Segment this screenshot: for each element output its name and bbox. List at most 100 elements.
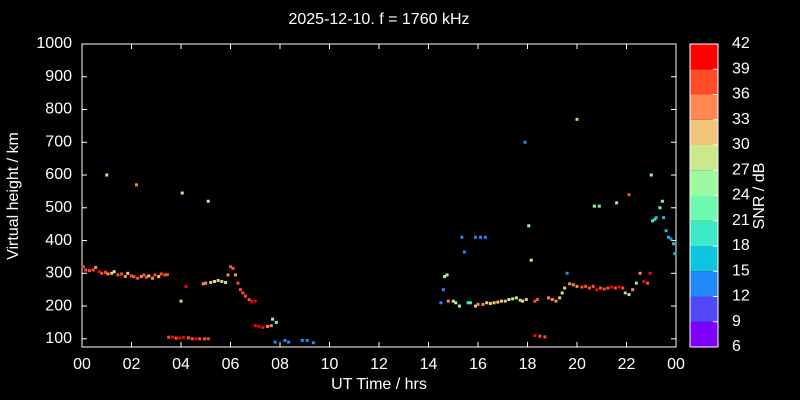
data-point bbox=[558, 296, 562, 300]
data-point bbox=[134, 183, 138, 187]
data-point bbox=[621, 286, 625, 290]
colorbar-band bbox=[690, 170, 718, 196]
data-point bbox=[654, 216, 658, 220]
x-tick-label: 12 bbox=[370, 356, 388, 373]
data-point bbox=[266, 324, 270, 328]
data-point bbox=[130, 274, 133, 278]
x-tick-label: 10 bbox=[321, 356, 339, 373]
data-point bbox=[243, 294, 247, 298]
data-point bbox=[198, 337, 202, 341]
data-point bbox=[220, 279, 224, 283]
x-tick-label: 22 bbox=[618, 356, 636, 373]
data-point bbox=[568, 282, 572, 286]
data-point bbox=[105, 173, 109, 177]
data-point bbox=[203, 337, 207, 341]
x-tick-label: 06 bbox=[222, 356, 240, 373]
data-point bbox=[167, 335, 171, 339]
x-tick-label: 14 bbox=[420, 356, 438, 373]
data-point bbox=[120, 272, 124, 276]
data-point bbox=[664, 229, 668, 233]
data-point bbox=[163, 273, 167, 277]
data-point bbox=[238, 288, 242, 292]
data-point bbox=[563, 286, 567, 290]
data-point bbox=[229, 265, 232, 269]
data-point bbox=[257, 324, 261, 328]
y-tick-label: 900 bbox=[45, 68, 72, 85]
data-point bbox=[599, 286, 603, 290]
y-tick-label: 500 bbox=[45, 199, 72, 216]
data-point bbox=[142, 273, 146, 277]
data-point bbox=[300, 338, 304, 342]
data-point bbox=[274, 320, 278, 324]
data-point bbox=[209, 280, 213, 284]
data-point bbox=[667, 235, 671, 239]
data-point bbox=[533, 334, 537, 338]
data-point bbox=[147, 274, 151, 278]
data-point bbox=[650, 219, 654, 223]
data-point bbox=[649, 173, 653, 177]
data-point bbox=[627, 293, 631, 297]
data-point bbox=[179, 299, 183, 303]
y-tick-label: 700 bbox=[45, 133, 72, 150]
colorbar-tick-label: 42 bbox=[732, 35, 750, 52]
data-point bbox=[653, 217, 657, 221]
data-point bbox=[100, 271, 104, 275]
data-point bbox=[602, 287, 606, 291]
data-point bbox=[139, 275, 143, 279]
colorbar-tick-label: 12 bbox=[732, 288, 750, 305]
data-point bbox=[305, 338, 309, 342]
data-point bbox=[157, 275, 161, 279]
data-point bbox=[511, 297, 515, 301]
data-point bbox=[535, 298, 539, 302]
data-point bbox=[126, 271, 130, 275]
x-tick-label: 16 bbox=[469, 356, 487, 373]
data-point bbox=[646, 281, 650, 285]
data-point bbox=[631, 288, 635, 292]
data-point bbox=[550, 298, 554, 302]
data-point bbox=[186, 336, 190, 340]
data-point bbox=[457, 304, 461, 308]
data-point bbox=[521, 299, 525, 303]
data-point bbox=[518, 298, 522, 302]
data-point bbox=[617, 285, 621, 289]
data-point bbox=[496, 300, 500, 304]
data-point bbox=[110, 271, 114, 275]
colorbar-band bbox=[690, 69, 718, 95]
data-point bbox=[587, 286, 591, 290]
data-point bbox=[174, 336, 178, 340]
data-point bbox=[478, 235, 482, 239]
data-point bbox=[439, 301, 443, 305]
data-point bbox=[592, 204, 596, 208]
y-tick-label: 300 bbox=[45, 265, 72, 282]
colorbar-tick-label: 15 bbox=[732, 262, 750, 279]
data-point bbox=[642, 279, 646, 283]
data-point bbox=[97, 270, 101, 274]
x-tick-label: 08 bbox=[271, 356, 289, 373]
data-point bbox=[273, 340, 277, 344]
data-point bbox=[81, 265, 85, 269]
data-point bbox=[466, 301, 470, 305]
colorbar-tick-label: 30 bbox=[732, 136, 750, 153]
data-point bbox=[554, 299, 558, 303]
data-point bbox=[181, 336, 185, 340]
data-point bbox=[271, 317, 275, 321]
data-point bbox=[104, 270, 108, 274]
data-point bbox=[524, 298, 528, 302]
data-point bbox=[253, 299, 257, 303]
data-point bbox=[623, 291, 627, 295]
data-point bbox=[206, 337, 210, 341]
data-point bbox=[492, 301, 496, 305]
chart-title: 2025-12-10. f = 1760 kHz bbox=[288, 11, 469, 28]
x-tick-label: 00 bbox=[667, 356, 685, 373]
data-point bbox=[184, 284, 188, 288]
colorbar-tick-label: 33 bbox=[732, 111, 750, 128]
data-point bbox=[474, 304, 478, 308]
data-point bbox=[571, 283, 575, 287]
data-point bbox=[170, 335, 174, 339]
data-point bbox=[212, 279, 216, 283]
colorbar-tick-label: 9 bbox=[732, 313, 741, 330]
data-point bbox=[500, 299, 504, 303]
y-tick-label: 100 bbox=[45, 330, 72, 347]
colorbar-tick-label: 18 bbox=[732, 237, 750, 254]
